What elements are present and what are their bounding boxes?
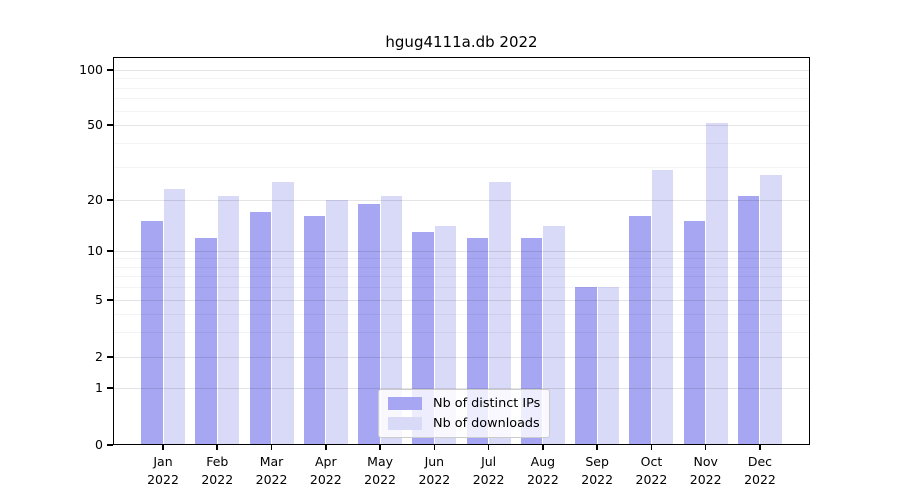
bar-distinct-ips-dec bbox=[737, 196, 760, 445]
y-axis-tick bbox=[107, 124, 113, 126]
y-axis-tick-label: 5 bbox=[95, 292, 103, 307]
gridline-minor bbox=[113, 266, 810, 268]
gridline-minor bbox=[113, 110, 810, 112]
legend: Nb of distinct IPs Nb of downloads bbox=[378, 389, 551, 438]
legend-swatch-distinct-ips bbox=[388, 397, 422, 410]
legend-label-distinct-ips: Nb of distinct IPs bbox=[433, 396, 541, 411]
bar-distinct-ips-may bbox=[358, 203, 380, 445]
chart-title: hgug4111a.db 2022 bbox=[385, 33, 538, 51]
x-axis-tick bbox=[704, 445, 707, 450]
legend-entry-downloads: Nb of downloads bbox=[388, 416, 540, 431]
x-axis-tick-label: Oct 2022 bbox=[635, 454, 668, 487]
bar-downloads-nov bbox=[706, 123, 728, 445]
gridline-minor bbox=[113, 258, 810, 260]
x-axis-tick bbox=[650, 445, 653, 450]
gridline-minor bbox=[113, 166, 810, 168]
legend-entry-distinct-ips: Nb of distinct IPs bbox=[388, 396, 540, 411]
gridline-major bbox=[113, 388, 810, 389]
bar-distinct-ips-feb bbox=[195, 237, 217, 445]
x-axis-tick-label: Sep 2022 bbox=[581, 454, 614, 487]
y-axis-tick bbox=[107, 69, 113, 71]
y-axis-tick bbox=[107, 444, 113, 446]
x-axis-tick bbox=[270, 445, 273, 450]
gridline-major bbox=[113, 251, 810, 252]
y-axis-tick bbox=[107, 387, 113, 389]
x-axis-tick bbox=[542, 445, 544, 450]
bar-distinct-ips-mar bbox=[249, 211, 272, 445]
x-axis-tick bbox=[325, 445, 327, 450]
bar-downloads-sep bbox=[597, 287, 620, 445]
y-axis-tick-label: 1 bbox=[95, 380, 103, 395]
y-axis-tick-label: 20 bbox=[87, 192, 103, 207]
x-axis-tick-label: Nov 2022 bbox=[689, 454, 722, 487]
y-axis-tick bbox=[107, 356, 113, 358]
legend-swatch-downloads bbox=[388, 417, 422, 430]
x-axis-tick bbox=[487, 445, 490, 450]
x-axis-tick bbox=[216, 445, 219, 450]
gridline-major bbox=[113, 125, 810, 126]
bar-distinct-ips-apr bbox=[303, 216, 326, 445]
bar-downloads-oct bbox=[651, 169, 674, 445]
gridline-minor bbox=[113, 87, 810, 89]
x-axis-tick-label: Apr 2022 bbox=[309, 454, 342, 487]
bar-downloads-jan bbox=[163, 188, 185, 445]
y-axis-tick bbox=[107, 299, 113, 301]
gridline-major bbox=[113, 357, 810, 358]
bar-downloads-jul bbox=[489, 181, 511, 445]
x-axis-tick bbox=[162, 445, 164, 450]
bar-distinct-ips-jan bbox=[141, 221, 163, 445]
bar-downloads-may bbox=[380, 196, 403, 445]
x-axis-tick-label: Dec 2022 bbox=[744, 454, 776, 487]
y-axis-tick-label: 10 bbox=[87, 243, 103, 258]
y-axis-tick bbox=[107, 199, 113, 201]
y-axis-tick-label: 2 bbox=[95, 349, 103, 364]
bar-downloads-apr bbox=[326, 200, 348, 445]
x-axis-tick-label: Aug 2022 bbox=[526, 454, 559, 487]
plot-area bbox=[113, 57, 810, 445]
x-axis-tick-label: May 2022 bbox=[364, 454, 396, 487]
gridline-minor bbox=[113, 313, 810, 315]
bar-distinct-ips-oct bbox=[629, 216, 651, 445]
x-axis-tick-label: Jul 2022 bbox=[472, 454, 505, 487]
gridline-minor bbox=[113, 98, 810, 100]
gridline-major bbox=[113, 300, 810, 301]
y-axis-tick-label: 0 bbox=[95, 437, 103, 452]
y-axis-tick bbox=[107, 250, 113, 252]
gridline-major bbox=[113, 70, 810, 71]
gridline-minor bbox=[113, 331, 810, 333]
gridline-minor bbox=[113, 287, 810, 289]
bar-distinct-ips-sep bbox=[575, 287, 597, 445]
x-axis-tick bbox=[433, 445, 436, 450]
x-axis-tick bbox=[379, 445, 381, 450]
y-axis-tick-label: 100 bbox=[79, 62, 103, 77]
gridline-major bbox=[113, 200, 810, 201]
x-axis-tick bbox=[596, 445, 598, 450]
bar-downloads-dec bbox=[760, 175, 782, 445]
x-axis-tick-label: Feb 2022 bbox=[201, 454, 234, 487]
x-axis-tick-label: Mar 2022 bbox=[255, 454, 288, 487]
x-axis-tick-label: Jun 2022 bbox=[418, 454, 451, 487]
x-axis-tick bbox=[759, 445, 761, 450]
gridline-minor bbox=[113, 143, 810, 145]
legend-label-downloads: Nb of downloads bbox=[433, 416, 540, 431]
x-axis-tick-label: Jan 2022 bbox=[147, 454, 179, 487]
gridline-minor bbox=[113, 78, 810, 80]
bar-downloads-mar bbox=[272, 181, 294, 445]
bar-downloads-feb bbox=[217, 196, 240, 445]
gridline-minor bbox=[113, 276, 810, 278]
y-axis-tick-label: 50 bbox=[87, 117, 103, 132]
bar-distinct-ips-nov bbox=[683, 221, 706, 445]
